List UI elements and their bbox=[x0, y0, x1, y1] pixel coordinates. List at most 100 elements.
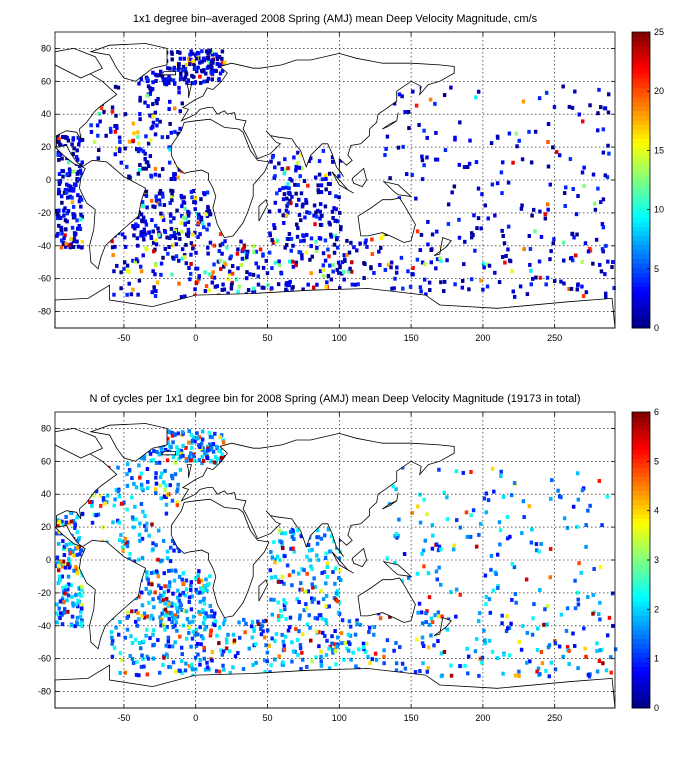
y-tick-label: -80 bbox=[38, 307, 51, 317]
data-cell bbox=[312, 597, 316, 602]
data-cell bbox=[60, 595, 65, 600]
data-cell bbox=[66, 195, 70, 200]
data-cell bbox=[268, 568, 273, 573]
data-cell bbox=[331, 159, 335, 164]
colorbar-swatch bbox=[632, 666, 650, 672]
data-cell bbox=[244, 276, 249, 281]
data-cell bbox=[522, 515, 526, 520]
data-cell bbox=[545, 275, 550, 280]
data-cell bbox=[160, 611, 164, 616]
data-cell bbox=[302, 238, 306, 243]
data-cell bbox=[266, 283, 270, 288]
data-cell bbox=[77, 592, 82, 597]
data-cell bbox=[141, 231, 145, 236]
data-cell bbox=[463, 239, 467, 244]
data-cell bbox=[215, 57, 220, 62]
data-cell bbox=[65, 598, 69, 603]
data-cell bbox=[467, 161, 472, 166]
data-cell bbox=[172, 233, 177, 238]
data-cell bbox=[480, 660, 484, 665]
data-cell bbox=[158, 475, 163, 480]
data-cell bbox=[324, 621, 329, 626]
data-cell bbox=[134, 222, 138, 227]
data-cell bbox=[66, 582, 71, 587]
data-cell bbox=[312, 203, 317, 208]
data-cell bbox=[80, 160, 85, 165]
data-cell bbox=[577, 561, 581, 566]
data-cell bbox=[178, 126, 182, 131]
data-cell bbox=[141, 149, 146, 154]
data-cell bbox=[231, 665, 235, 670]
data-cell bbox=[171, 78, 176, 83]
data-cell bbox=[486, 216, 490, 221]
data-cell bbox=[211, 270, 215, 275]
data-cell bbox=[64, 182, 69, 187]
data-cell bbox=[397, 517, 401, 522]
data-cell bbox=[305, 210, 309, 215]
data-cell bbox=[337, 600, 342, 605]
data-cell bbox=[348, 266, 352, 271]
data-cell bbox=[175, 614, 180, 619]
data-cell bbox=[151, 269, 155, 274]
data-cell bbox=[445, 258, 449, 263]
data-cell bbox=[537, 549, 541, 554]
colorbar-tick-label: 5 bbox=[654, 264, 659, 274]
data-cell bbox=[364, 641, 369, 646]
colorbar-swatch bbox=[632, 523, 650, 529]
data-cell bbox=[151, 120, 156, 125]
data-cell bbox=[454, 587, 459, 592]
data-cell bbox=[538, 672, 542, 677]
colorbar-swatch bbox=[632, 439, 650, 445]
data-cell bbox=[548, 547, 553, 551]
data-cell bbox=[484, 491, 489, 496]
data-cell bbox=[170, 272, 174, 277]
data-cell bbox=[62, 599, 66, 604]
colorbar-swatch bbox=[632, 96, 650, 102]
data-cell bbox=[576, 602, 581, 607]
data-cell bbox=[300, 253, 304, 257]
data-cell bbox=[276, 618, 281, 623]
data-cell bbox=[571, 187, 575, 191]
colorbar-swatch bbox=[632, 564, 650, 570]
data-cell bbox=[110, 638, 115, 643]
data-cell bbox=[176, 50, 180, 54]
data-cell bbox=[212, 460, 217, 465]
data-cell bbox=[209, 628, 213, 633]
data-cell bbox=[159, 211, 163, 216]
data-cell bbox=[305, 606, 309, 611]
colorbar-swatch bbox=[632, 166, 650, 172]
data-cell bbox=[472, 213, 476, 218]
data-cell bbox=[179, 71, 183, 76]
y-tick-label: 0 bbox=[46, 555, 51, 565]
data-cell bbox=[440, 614, 444, 619]
data-cell bbox=[155, 73, 159, 78]
data-cell bbox=[283, 554, 287, 559]
data-cell bbox=[143, 523, 147, 528]
data-cell bbox=[189, 432, 194, 437]
data-cell bbox=[272, 597, 276, 602]
data-cell bbox=[164, 511, 169, 516]
data-cell bbox=[362, 261, 366, 266]
data-cell bbox=[395, 265, 399, 270]
data-cell bbox=[55, 233, 59, 238]
data-cell bbox=[595, 128, 600, 133]
data-cell bbox=[200, 49, 204, 54]
colorbar-swatch bbox=[632, 101, 650, 107]
data-cell bbox=[545, 604, 549, 609]
data-cell bbox=[121, 548, 125, 553]
data-cell bbox=[576, 497, 581, 502]
data-cell bbox=[237, 620, 241, 625]
data-cell bbox=[329, 277, 334, 282]
data-cell bbox=[217, 249, 221, 254]
data-cell bbox=[279, 271, 284, 276]
colorbar-swatch bbox=[632, 189, 650, 195]
data-cell bbox=[204, 212, 209, 217]
data-cell bbox=[132, 559, 137, 564]
data-cell bbox=[231, 632, 236, 637]
data-cell bbox=[70, 142, 74, 147]
data-cell bbox=[306, 543, 311, 547]
data-cell bbox=[125, 507, 129, 512]
data-cell bbox=[180, 577, 184, 582]
data-cell bbox=[599, 105, 603, 110]
data-cell bbox=[315, 541, 320, 546]
